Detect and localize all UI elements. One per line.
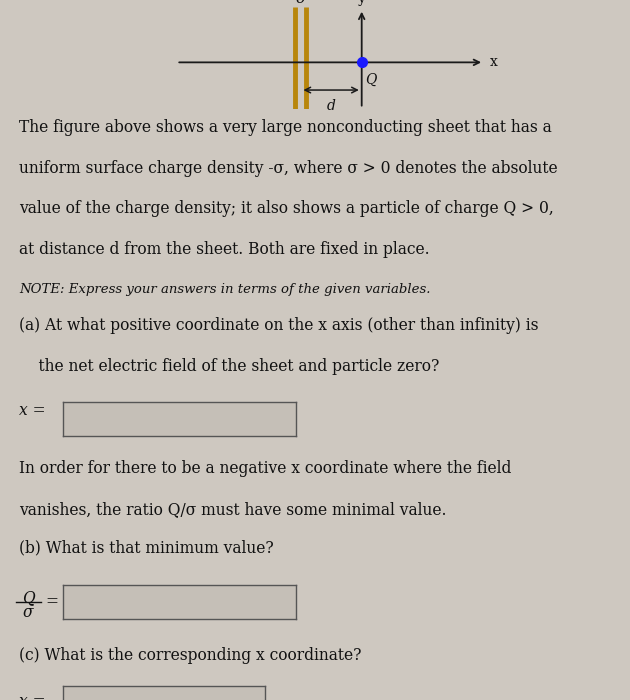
Text: Q: Q [22, 589, 35, 606]
Text: (c) What is the corresponding x coordinate?: (c) What is the corresponding x coordina… [19, 647, 362, 664]
Text: value of the charge density; it also shows a particle of charge Q > 0,: value of the charge density; it also sho… [19, 200, 554, 217]
Text: y: y [358, 0, 365, 6]
Text: =: = [45, 593, 59, 610]
Text: the net electric field of the sheet and particle zero?: the net electric field of the sheet and … [19, 358, 439, 375]
Text: Q: Q [365, 73, 377, 87]
Text: σ: σ [23, 604, 33, 622]
Text: (b) What is that minimum value?: (b) What is that minimum value? [19, 539, 273, 556]
Text: x =: x = [19, 693, 45, 700]
Text: NOTE: Express your answers in terms of the given variables.: NOTE: Express your answers in terms of t… [19, 283, 430, 296]
Text: In order for there to be a negative x coordinate where the field: In order for there to be a negative x co… [19, 460, 512, 477]
Text: x =: x = [19, 402, 45, 419]
Text: x: x [490, 55, 498, 69]
Text: d: d [326, 99, 335, 113]
Text: at distance d from the sheet. Both are fixed in place.: at distance d from the sheet. Both are f… [19, 241, 430, 258]
Text: uniform surface charge density -σ, where σ > 0 denotes the absolute: uniform surface charge density -σ, where… [19, 160, 558, 176]
Text: The figure above shows a very large nonconducting sheet that has a: The figure above shows a very large nonc… [19, 119, 552, 136]
Text: (a) At what positive coordinate on the x axis (other than infinity) is: (a) At what positive coordinate on the x… [19, 317, 539, 335]
Text: σ: σ [295, 0, 306, 6]
Text: vanishes, the ratio Q/σ must have some minimal value.: vanishes, the ratio Q/σ must have some m… [19, 500, 447, 518]
